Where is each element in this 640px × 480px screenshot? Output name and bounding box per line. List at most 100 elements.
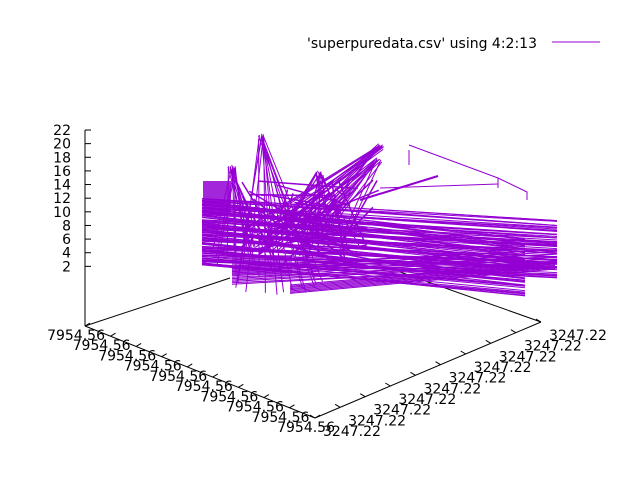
data-line (258, 179, 335, 255)
y-tick-label: 3247.22 (549, 328, 607, 344)
y-tick-mark (435, 361, 441, 366)
z-tick-label: 20 (53, 137, 71, 153)
x-base-edge (84, 325, 316, 419)
x-tick-label: 7954.56 (226, 400, 284, 416)
x-tick-mark (135, 343, 142, 347)
z-tick-label: 22 (53, 123, 71, 139)
y-tick-label: 3247.22 (398, 392, 456, 408)
z-tick-label: 2 (62, 259, 71, 275)
y-tick-label: 3247.22 (449, 371, 507, 387)
y-tick-mark (410, 371, 416, 376)
z-tick-label: 12 (53, 191, 71, 207)
x-tick-label: 7954.56 (149, 369, 207, 385)
data-line (271, 195, 335, 208)
x-tick-mark (238, 383, 244, 388)
z-tick-label: 4 (62, 246, 71, 262)
y-tick-label: 3247.22 (499, 349, 557, 365)
z-tick-label: 18 (53, 150, 71, 166)
x-tick-mark (314, 414, 321, 419)
data-lines (201, 133, 558, 297)
data-line (267, 250, 340, 260)
x-tick-mark (161, 353, 167, 358)
z-tick-label: 14 (53, 178, 71, 194)
data-line (262, 135, 324, 282)
x-tick-label: 7954.56 (277, 420, 335, 436)
data-line (295, 244, 368, 260)
x-tick-label: 7954.56 (252, 410, 310, 426)
x-axis-ticks: 7954.567954.567954.567954.567954.567954.… (47, 322, 335, 436)
data-line (497, 177, 528, 200)
data-line (253, 236, 377, 270)
data-line (256, 191, 353, 257)
legend: 'superpuredata.csv' using 4:2:13 (307, 36, 600, 52)
data-line (289, 268, 556, 294)
data-line (201, 201, 526, 240)
x-tick-label: 7954.56 (124, 359, 182, 375)
data-line (287, 198, 347, 244)
x-tick-label: 7954.56 (200, 389, 258, 405)
data-line (231, 262, 558, 281)
data-line (256, 207, 270, 237)
y-tick-mark (510, 329, 517, 334)
data-line (201, 204, 526, 240)
y-tick-label: 3247.22 (524, 339, 582, 355)
data-block (203, 181, 231, 215)
data-line (330, 180, 346, 259)
y-tick-mark (535, 318, 542, 323)
y-tick-label: 3247.22 (474, 360, 532, 376)
data-line (253, 225, 287, 234)
x-tick-mark (212, 373, 219, 378)
data-line (275, 159, 376, 253)
data-line (289, 267, 556, 293)
y-base-edge (314, 321, 542, 419)
data-line (289, 238, 321, 249)
y-tick-mark (485, 339, 492, 344)
y-tick-mark (385, 382, 391, 387)
data-line (274, 222, 368, 229)
y-axis-ticks: 3247.223247.223247.223247.223247.223247.… (309, 318, 607, 440)
data-line (249, 193, 337, 197)
data-line (201, 198, 558, 222)
data-line (359, 175, 439, 201)
legend-label: 'superpuredata.csv' using 4:2:13 (307, 36, 537, 52)
z-tick-label: 6 (62, 232, 71, 248)
data-line (201, 234, 526, 271)
data-line (261, 137, 316, 278)
x-tick-label: 7954.56 (175, 379, 233, 395)
data-line (338, 206, 374, 243)
data-line (243, 223, 254, 232)
data-line (231, 260, 558, 280)
y-tick-mark (460, 350, 466, 355)
data-line (201, 207, 526, 246)
y-tick-mark (334, 403, 341, 408)
data-line (305, 227, 354, 253)
x-tick-label: 7954.56 (98, 348, 156, 364)
y-tick-label: 3247.22 (348, 413, 406, 429)
x-tick-mark (110, 332, 116, 337)
z-tick-label: 8 (62, 218, 71, 234)
data-line (334, 187, 344, 196)
x-tick-mark (289, 404, 295, 409)
y-tick-label: 3247.22 (373, 403, 431, 419)
data-line (241, 181, 273, 232)
x-tick-label: 7954.56 (73, 338, 131, 354)
data-line (289, 266, 556, 292)
x-tick-mark (84, 322, 91, 327)
z-tick-label: 10 (53, 205, 71, 221)
data-line (340, 180, 378, 244)
data-line (289, 262, 556, 287)
z-tick-label: 16 (53, 164, 71, 180)
data-line (248, 190, 330, 240)
y-tick-mark (309, 414, 316, 419)
y-tick-mark (359, 393, 366, 398)
x-tick-label: 7954.56 (47, 328, 105, 344)
data-block (232, 255, 292, 275)
data-line (227, 166, 250, 248)
y-tick-label: 3247.22 (323, 424, 381, 440)
x-tick-mark (263, 394, 270, 398)
data-line (289, 265, 556, 291)
data-line (201, 210, 526, 249)
data-line (234, 166, 246, 248)
